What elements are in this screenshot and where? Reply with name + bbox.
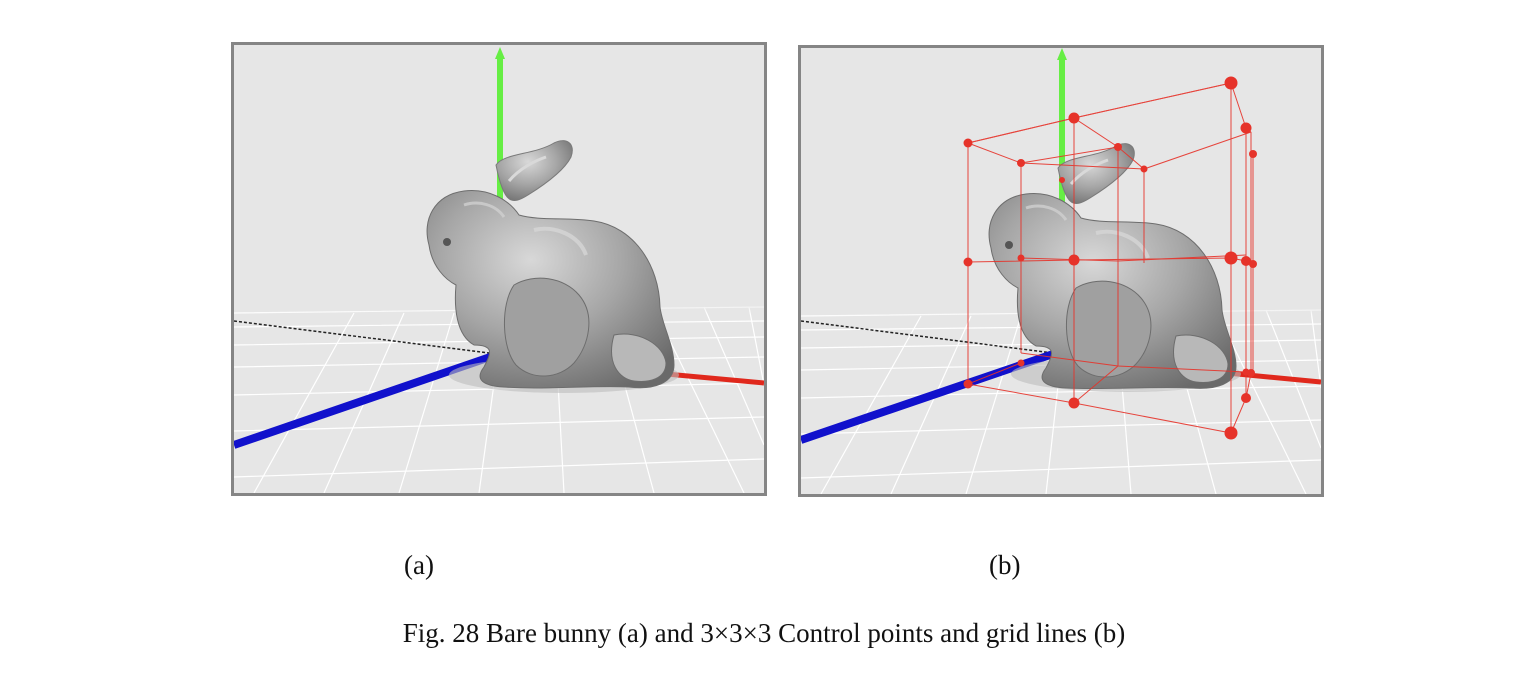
x-axis-negative <box>234 320 490 354</box>
control-point <box>1068 397 1080 409</box>
control-point <box>963 257 973 267</box>
x-axis-negative <box>801 320 1054 354</box>
control-point <box>963 138 973 148</box>
subfigure-label-a: (a) <box>404 550 434 580</box>
control-point <box>1017 159 1025 167</box>
z-axis <box>234 351 498 449</box>
control-point <box>1068 254 1080 266</box>
control-point <box>1224 426 1238 440</box>
scene-a <box>234 45 764 493</box>
control-point <box>1224 76 1238 90</box>
control-point <box>1224 251 1238 265</box>
control-point <box>1249 260 1257 268</box>
z-axis <box>801 349 1058 444</box>
bunny-model <box>988 143 1241 392</box>
viewport-bare-bunny <box>231 42 767 496</box>
control-point <box>1017 254 1025 262</box>
control-point <box>1140 165 1148 173</box>
control-point <box>1068 112 1080 124</box>
figure-caption: Fig. 28 Bare bunny (a) and 3×3×3 Control… <box>402 618 1126 648</box>
control-point <box>1240 122 1252 134</box>
y-axis-arrow <box>1057 48 1067 60</box>
bunny-model <box>426 140 679 393</box>
control-point <box>1059 177 1065 183</box>
control-point <box>1249 150 1257 158</box>
control-point <box>1017 359 1025 367</box>
control-point <box>1114 143 1122 151</box>
control-point <box>1241 256 1251 266</box>
control-point <box>963 379 973 389</box>
control-point <box>1242 368 1250 376</box>
y-axis-arrow <box>495 47 505 59</box>
viewport-bunny-control-lattice <box>798 45 1324 497</box>
control-point <box>1241 393 1251 403</box>
scene-b <box>801 48 1321 494</box>
control-points <box>963 76 1257 440</box>
subfigure-label-b: (b) <box>989 550 1021 580</box>
